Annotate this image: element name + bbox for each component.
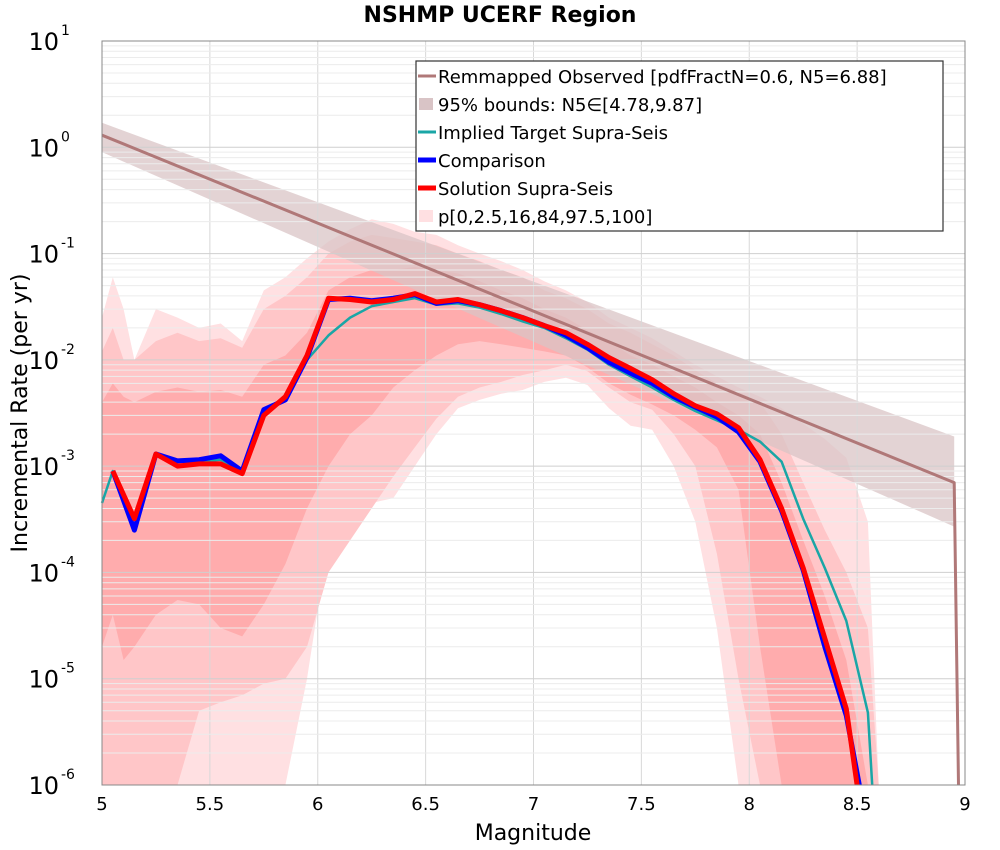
y-tick-label: 10	[28, 772, 59, 800]
legend-swatch-band	[419, 210, 433, 222]
target-line	[100, 296, 874, 786]
y-tick-label: 10	[28, 134, 59, 162]
x-tick-label: 5.5	[196, 794, 225, 815]
y-tick-label: 10	[28, 666, 59, 694]
x-tick-label: 6	[312, 794, 323, 815]
legend-label-solution: Solution Supra-Seis	[438, 179, 613, 200]
legend-swatch-observed_band	[419, 98, 433, 110]
legend-label-target: Implied Target Supra-Seis	[438, 123, 668, 144]
legend-label-observed: Remmapped Observed [pdfFractN=0.6, N5=6.…	[438, 67, 887, 88]
y-tick-exponent: -6	[61, 767, 75, 783]
y-tick-exponent: 0	[61, 129, 70, 145]
y-tick-label: 10	[28, 241, 59, 269]
observed-95-band	[102, 122, 955, 527]
y-tick-exponent: 1	[61, 23, 70, 39]
x-tick-label: 7.5	[627, 794, 656, 815]
y-tick-exponent: -1	[61, 236, 75, 252]
y-tick-label: 10	[28, 559, 59, 587]
legend-box	[415, 60, 944, 232]
x-tick-labels: 5 5.5 6 6.5 7 7.5 8 8.5 9	[96, 794, 970, 815]
observed-line	[101, 133, 960, 786]
y-tick-exponent: -4	[61, 554, 75, 570]
legend-label-band: p[0,2.5,16,84,97.5,100]	[438, 207, 652, 228]
x-tick-label: 8	[744, 794, 755, 815]
legend: Remmapped Observed [pdfFractN=0.6, N5=6.…	[415, 60, 944, 232]
y-axis-label: Incremental Rate (per yr)	[8, 274, 33, 553]
x-axis-label: Magnitude	[475, 821, 592, 846]
legend-label-comparison: Comparison	[438, 151, 546, 172]
x-tick-label: 7	[528, 794, 539, 815]
legend-label-observed_band: 95% bounds: N5∈[4.78,9.87]	[438, 95, 702, 116]
x-tick-label: 9	[959, 794, 970, 815]
y-tick-exponent: -2	[61, 342, 75, 358]
chart-title: NSHMP UCERF Region	[364, 3, 637, 28]
y-tick-label: 10	[28, 347, 59, 375]
x-tick-label: 6.5	[411, 794, 440, 815]
y-tick-label: 10	[28, 28, 59, 56]
series-lines	[100, 133, 960, 786]
plot-frame	[101, 40, 966, 786]
y-tick-label: 10	[28, 453, 59, 481]
x-tick-label: 5	[96, 794, 107, 815]
y-tick-exponent: -5	[61, 661, 75, 677]
y-tick-exponent: -3	[61, 448, 75, 464]
x-tick-label: 8.5	[843, 794, 872, 815]
solution-line	[110, 291, 860, 786]
